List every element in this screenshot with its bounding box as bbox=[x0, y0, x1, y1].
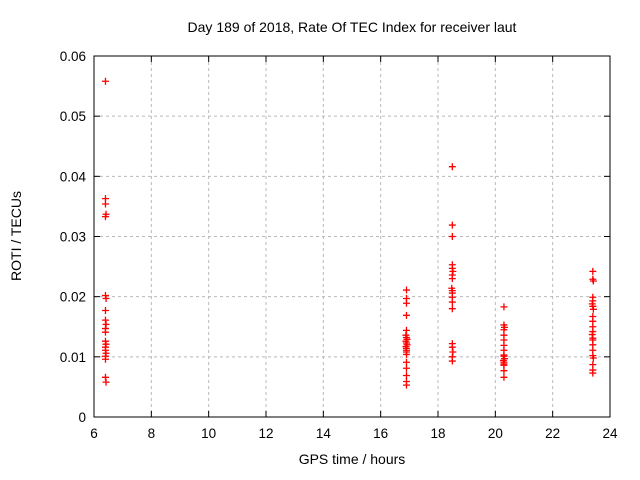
data-point-marker bbox=[101, 355, 109, 363]
data-point-marker bbox=[402, 286, 410, 294]
y-tick-label: 0.02 bbox=[60, 290, 86, 305]
chart-title: Day 189 of 2018, Rate Of TEC Index for r… bbox=[187, 19, 517, 35]
x-tick-label: 18 bbox=[430, 426, 445, 441]
data-point-marker bbox=[448, 233, 456, 240]
data-point-marker bbox=[448, 275, 456, 283]
data-point-marker bbox=[402, 371, 410, 379]
data-point-marker bbox=[101, 200, 109, 208]
data-point-marker bbox=[448, 357, 456, 365]
y-tick-label: 0.04 bbox=[60, 169, 87, 184]
data-point-marker bbox=[402, 381, 410, 389]
x-tick-label: 22 bbox=[545, 426, 560, 441]
data-point-marker bbox=[402, 311, 410, 319]
data-point-marker bbox=[448, 305, 456, 313]
x-tick-label: 24 bbox=[602, 426, 618, 441]
x-tick-label: 20 bbox=[488, 426, 503, 441]
x-tick-label: 10 bbox=[201, 426, 216, 441]
data-point-marker bbox=[101, 328, 109, 336]
x-tick-label: 12 bbox=[258, 426, 273, 441]
data-point-marker bbox=[500, 303, 508, 311]
y-axis-label: ROTI / TECUs bbox=[8, 191, 24, 281]
data-point-marker bbox=[101, 213, 109, 221]
y-tick-label: 0.05 bbox=[60, 109, 86, 124]
y-tick-label: 0.06 bbox=[60, 49, 86, 64]
data-point-marker bbox=[589, 267, 597, 275]
data-point-marker bbox=[589, 369, 597, 377]
data-point-marker bbox=[589, 354, 597, 362]
data-point-marker bbox=[589, 277, 597, 285]
data-point-marker bbox=[500, 373, 508, 381]
data-point-marker bbox=[448, 221, 456, 229]
data-point-marker bbox=[500, 367, 508, 375]
data-point-marker bbox=[101, 307, 109, 315]
y-tick-label: 0.03 bbox=[60, 230, 86, 245]
data-point-marker bbox=[402, 364, 410, 372]
x-axis-label: GPS time / hours bbox=[298, 451, 406, 467]
data-point-marker bbox=[102, 378, 110, 386]
y-tick-label: 0.01 bbox=[60, 350, 86, 365]
data-point-marker bbox=[102, 294, 110, 302]
data-point-marker bbox=[589, 305, 597, 313]
data-point-marker bbox=[402, 358, 410, 366]
data-point-marker bbox=[101, 77, 109, 85]
data-point-marker bbox=[448, 163, 456, 171]
x-tick-label: 6 bbox=[90, 426, 98, 441]
data-point-marker bbox=[448, 298, 456, 306]
x-tick-label: 14 bbox=[316, 426, 332, 441]
data-point-marker bbox=[402, 350, 410, 358]
x-tick-label: 8 bbox=[148, 426, 156, 441]
x-tick-label: 16 bbox=[373, 426, 388, 441]
data-point-marker bbox=[402, 299, 410, 307]
y-tick-label: 0 bbox=[78, 410, 86, 425]
